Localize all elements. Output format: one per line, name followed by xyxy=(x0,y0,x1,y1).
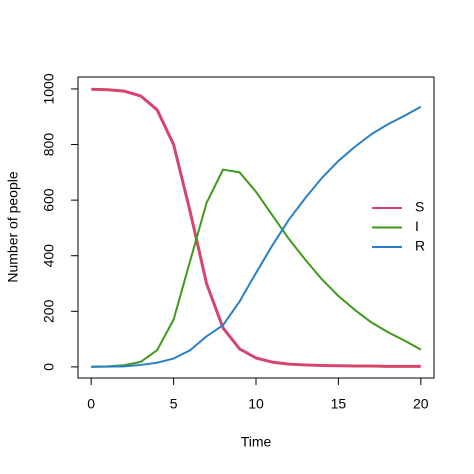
y-tick-label: 200 xyxy=(41,299,57,323)
y-tick-label: 800 xyxy=(41,133,57,157)
legend-label: R xyxy=(415,238,425,254)
x-axis-label: Time xyxy=(241,434,272,450)
series-line xyxy=(91,105,422,368)
y-tick-label: 600 xyxy=(41,188,57,212)
x-tick-label: 20 xyxy=(413,396,429,412)
x-tick-label: 0 xyxy=(87,396,95,412)
y-tick-label: 1000 xyxy=(41,73,57,104)
series-line xyxy=(91,168,422,368)
x-tick-label: 10 xyxy=(248,396,264,412)
legend-label: I xyxy=(415,218,419,234)
y-tick-label: 0 xyxy=(41,363,57,371)
y-tick-label: 400 xyxy=(41,244,57,268)
x-tick-label: 15 xyxy=(331,396,347,412)
y-axis-label: Number of people xyxy=(5,171,21,283)
legend-label: S xyxy=(415,199,424,215)
series-line xyxy=(91,87,421,368)
x-tick-label: 5 xyxy=(170,396,178,412)
